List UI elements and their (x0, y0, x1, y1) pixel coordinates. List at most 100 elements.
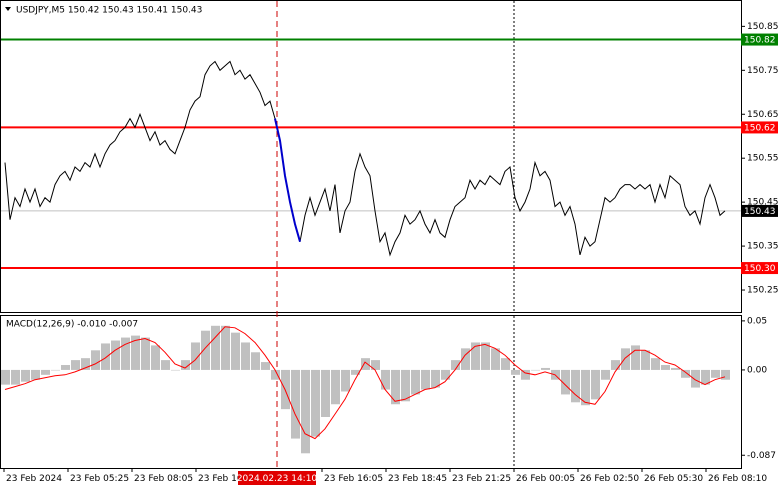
histogram-bar (31, 369, 40, 380)
cursor-label: 2024.02.23 14:10 (237, 474, 318, 484)
histogram-bar (291, 369, 300, 439)
histogram-bar (271, 369, 280, 380)
x-tick-label: 26 Feb 05:30 (644, 474, 703, 484)
histogram-bar (121, 337, 130, 370)
histogram-bar (161, 360, 170, 370)
histogram-bar (601, 369, 610, 380)
histogram-bar (11, 369, 20, 385)
y-tick-label: 150.55 (747, 154, 779, 164)
histogram-bar (191, 342, 200, 370)
y-tick-label: 150.25 (747, 286, 779, 296)
histogram-bar (721, 369, 730, 380)
level-label: 150.43 (744, 207, 776, 217)
histogram-bar (431, 369, 440, 388)
histogram-bar (241, 342, 250, 370)
y-tick-label: 0.05 (747, 316, 767, 326)
histogram-bar (331, 369, 340, 405)
x-tick-label: 23 Feb 18:45 (388, 474, 447, 484)
histogram-bar (481, 342, 490, 370)
histogram-bar (341, 369, 350, 392)
histogram-bar (201, 330, 210, 370)
histogram-bar (701, 369, 710, 385)
price-panel (0, 0, 742, 313)
histogram-bar (501, 358, 510, 370)
histogram-bar (171, 369, 180, 371)
histogram-bar (221, 325, 230, 370)
histogram-bar (41, 369, 50, 375)
macd-panel (0, 315, 742, 469)
histogram-bar (111, 340, 120, 370)
y-tick-label: 150.35 (747, 242, 779, 252)
histogram-bar (461, 348, 470, 370)
histogram-bar (411, 369, 420, 395)
histogram-bar (531, 369, 540, 371)
histogram-bar (471, 342, 480, 370)
histogram-bar (211, 325, 220, 370)
histogram-bar (661, 365, 670, 370)
signal-line (4, 326, 726, 440)
level-label-box (741, 262, 778, 275)
price-line-series (274, 118, 301, 242)
cursor-label-box (238, 471, 316, 485)
histogram-bar (321, 369, 330, 417)
histogram-bar (381, 369, 390, 390)
histogram-bar (101, 343, 110, 370)
y-tick-label: 150.75 (747, 66, 779, 76)
histogram-bar (301, 369, 310, 454)
histogram-bar (451, 360, 460, 370)
histogram-bar (91, 350, 100, 370)
histogram-bar (641, 350, 650, 370)
level-label: 150.30 (744, 264, 776, 274)
histogram-bar (441, 369, 450, 380)
indicator-title: MACD(12,26,9) -0.010 -0.007 (6, 320, 138, 330)
x-tick-label: 26 Feb 08:10 (708, 474, 767, 484)
x-tick-label: 26 Feb 02:50 (580, 474, 639, 484)
level-label: 150.62 (744, 123, 776, 133)
histogram-bar (51, 369, 60, 371)
x-tick-label: 23 Feb 16:05 (324, 474, 383, 484)
histogram-bar (151, 345, 160, 370)
histogram-bar (521, 369, 530, 380)
histogram-bar (231, 332, 240, 370)
histogram-bar (81, 358, 90, 370)
x-tick-label: 23 Feb 05:25 (70, 474, 129, 484)
histogram-bar (581, 369, 590, 406)
histogram-bar (61, 365, 70, 370)
histogram-bar (611, 360, 620, 370)
price-line-series (4, 60, 726, 257)
histogram-bar (711, 369, 720, 378)
histogram-bar (671, 367, 680, 370)
histogram-bar (561, 369, 570, 395)
histogram-bar (71, 360, 80, 370)
histogram-bar (651, 358, 660, 370)
histogram-bar (361, 358, 370, 370)
histogram-bar (571, 369, 580, 403)
histogram-bar (141, 337, 150, 370)
histogram-bar (541, 367, 550, 370)
x-tick-label: 23 Feb 10 (198, 474, 243, 484)
overlay-layer: 2024.02.23 14:10 (237, 471, 318, 485)
histogram-bar (181, 360, 190, 370)
histogram-bar (491, 348, 500, 370)
histogram-bar (21, 369, 30, 382)
y-tick-label: -0.087 (747, 451, 776, 461)
x-tick-label: 23 Feb 08:05 (134, 474, 193, 484)
histogram-bar (631, 345, 640, 370)
histogram-bar (371, 360, 380, 370)
histogram-bar (311, 369, 320, 437)
histogram-bar (421, 369, 430, 390)
collapse-icon (5, 7, 11, 11)
histogram-bar (591, 369, 600, 400)
y-tick-label: 0.00 (747, 365, 767, 375)
histogram-bar (261, 362, 270, 370)
level-label-box (741, 33, 778, 46)
y-tick-label: 150.45 (747, 198, 779, 208)
x-tick-label: 26 Feb 00:05 (516, 474, 575, 484)
y-tick-label: 150.85 (747, 22, 779, 32)
histogram-bar (1, 369, 10, 385)
x-tick-label: 23 Feb 2024 (6, 474, 62, 484)
plot-layer: 150.85 150.75 150.65 150.55 150.45 150.35 150.… (1, 22, 779, 484)
histogram-bar (391, 369, 400, 405)
histogram-bar (691, 369, 700, 388)
